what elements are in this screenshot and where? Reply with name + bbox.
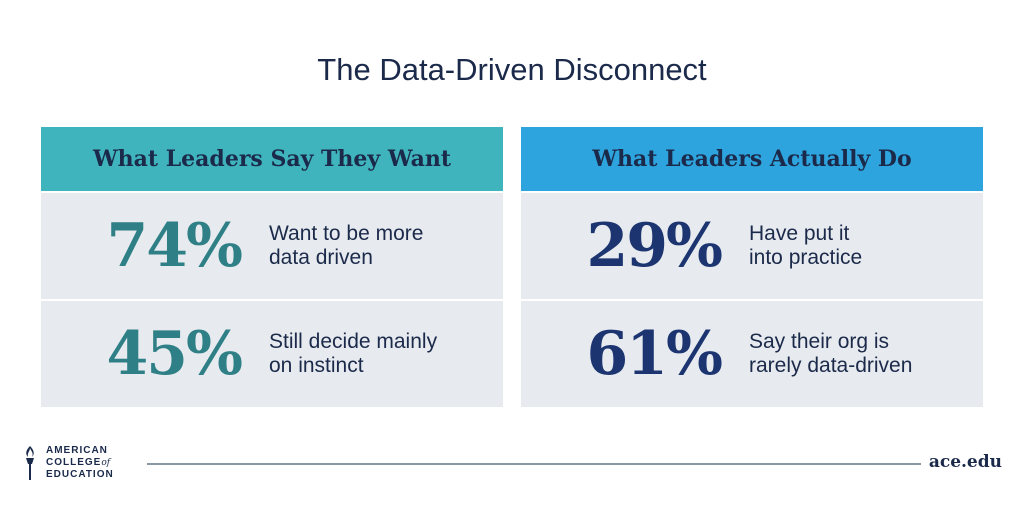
panel-header: What Leaders Say They Want (41, 127, 503, 191)
stat-description: Want to be more data driven (269, 222, 424, 269)
stat-value: 29% (586, 211, 723, 281)
footer: AMERICAN COLLEGEof EDUCATION ace.edu (0, 440, 1024, 490)
torch-icon (22, 444, 38, 482)
stat-description: Still decide mainly on instinct (269, 330, 438, 377)
stat-row: 74% Want to be more data driven (41, 193, 503, 299)
logo-line2: COLLEGEof (46, 457, 114, 469)
stat-value: 74% (106, 211, 243, 281)
stat-description: Say their org is rarely data-driven (749, 330, 913, 377)
panel-header: What Leaders Actually Do (521, 127, 983, 191)
stat-row: 61% Say their org is rarely data-driven (521, 301, 983, 407)
stat-value: 61% (586, 319, 723, 389)
logo-wordmark: AMERICAN COLLEGEof EDUCATION (46, 445, 114, 481)
stat-value: 45% (106, 319, 243, 389)
page-title: The Data-Driven Disconnect (317, 52, 707, 87)
logo-line2-of: of (101, 458, 111, 468)
panel-actually-do: What Leaders Actually Do 29% Have put it… (521, 127, 983, 407)
panel-say-want: What Leaders Say They Want 74% Want to b… (41, 127, 503, 407)
logo-line1: AMERICAN (46, 445, 108, 456)
stat-row: 29% Have put it into practice (521, 193, 983, 299)
stat-row: 45% Still decide mainly on instinct (41, 301, 503, 407)
logo-line2-text: COLLEGE (46, 457, 102, 468)
stat-description: Have put it into practice (749, 222, 863, 269)
ace-logo: AMERICAN COLLEGEof EDUCATION (22, 444, 114, 482)
website-link[interactable]: ace.edu (928, 452, 1002, 472)
logo-line3: EDUCATION (46, 469, 114, 480)
footer-divider (147, 463, 921, 465)
